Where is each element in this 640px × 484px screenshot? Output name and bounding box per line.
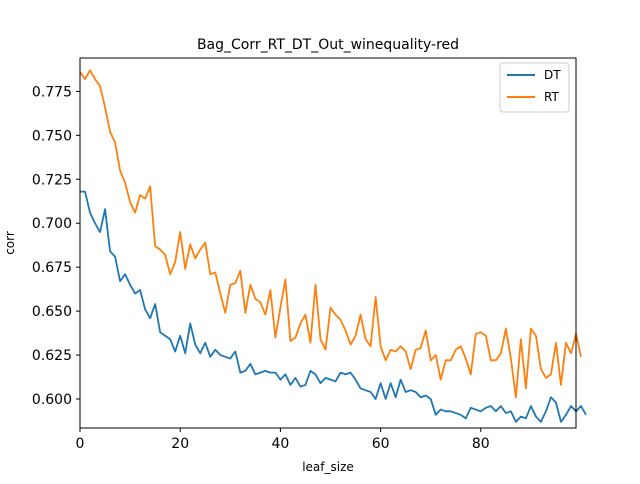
legend-label-dt: DT xyxy=(544,68,561,82)
x-tick-label: 80 xyxy=(472,436,490,452)
y-tick-label: 0.700 xyxy=(32,216,72,232)
series-layer xyxy=(79,69,587,423)
x-axis-label: leaf_size xyxy=(302,460,354,474)
y-axis-label: corr xyxy=(3,231,17,255)
legend-label-rt: RT xyxy=(544,90,559,104)
y-tick-label: 0.650 xyxy=(32,304,72,320)
x-tick-label: 0 xyxy=(76,436,85,452)
x-axis: 0 20 40 60 80 xyxy=(76,428,490,452)
y-tick-label: 0.750 xyxy=(32,128,72,144)
chart-title: Bag_Corr_RT_DT_Out_winequality-red xyxy=(197,37,459,53)
y-tick-label: 0.775 xyxy=(32,84,72,100)
y-tick-label: 0.725 xyxy=(32,172,72,188)
x-tick-label: 20 xyxy=(171,436,189,452)
y-tick-label: 0.600 xyxy=(32,392,72,408)
legend: DT RT xyxy=(499,62,570,113)
y-tick-label: 0.625 xyxy=(32,348,72,364)
series-line-dt xyxy=(80,190,587,423)
x-tick-label: 40 xyxy=(271,436,289,452)
plot-frame xyxy=(79,57,577,429)
x-tick-label: 60 xyxy=(372,436,390,452)
y-tick-label: 0.675 xyxy=(32,260,72,276)
series-line-rt xyxy=(79,69,582,399)
y-axis: 0.600 0.625 0.650 0.675 0.700 0.725 0.750 0.775 xyxy=(32,84,80,408)
